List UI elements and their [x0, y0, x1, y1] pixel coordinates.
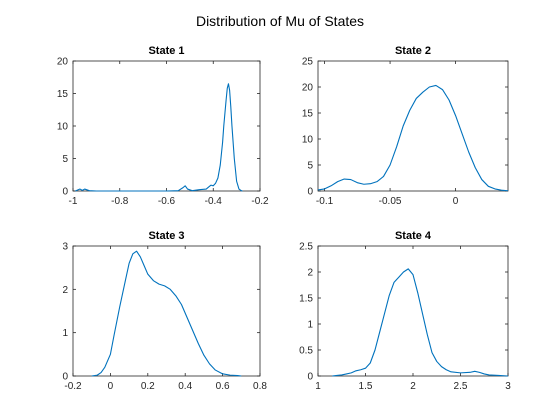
y-tick-label: 5: [62, 154, 68, 165]
y-tick-label: 5: [307, 161, 313, 172]
axes-box: [72, 60, 261, 192]
figure-title: Distribution of Mu of States: [196, 13, 364, 29]
y-tick-label: 10: [302, 135, 314, 146]
subplot-4: State 4 1 1.5 2 2.5 3 0 0.5 1 1.5 2 2.5: [299, 230, 511, 392]
x-tick-label: 2.5: [454, 381, 468, 392]
y-tick-label: 2: [307, 268, 313, 279]
density-curve: [91, 250, 242, 377]
x-tick-label: 0: [108, 381, 114, 392]
y-tick-label: 20: [57, 57, 69, 68]
subplot-1: State 1 -1 -0.8 -0.6 -0.4 -0.2 0 5 10 15 20: [57, 45, 269, 207]
x-tick-label: -0.8: [111, 196, 129, 207]
x-tick-label: -0.4: [205, 196, 223, 207]
x-tick-label: -0.05: [379, 196, 402, 207]
density-curve: [317, 84, 509, 192]
y-tick-label: 25: [302, 57, 314, 68]
subplot-2: State 2 -0.1 -0.05 0 0 5 10 15 20 25: [302, 45, 509, 207]
y-tick-label: 0: [307, 187, 313, 198]
y-tick-label: 2: [62, 285, 68, 296]
x-tick-label: 1: [315, 381, 321, 392]
subplot-title: State 4: [395, 230, 432, 242]
axes-box: [317, 60, 509, 192]
y-tick-label: 15: [57, 89, 69, 100]
y-tick-label: 10: [57, 122, 69, 133]
x-tick-label: -0.2: [251, 196, 269, 207]
density-curve: [332, 268, 509, 377]
x-tick-label: -0.6: [158, 196, 176, 207]
x-tick-label: -0.2: [64, 381, 82, 392]
y-tick-label: 15: [302, 109, 314, 120]
axes-box: [317, 245, 509, 377]
y-tick-label: 0: [62, 372, 68, 383]
y-tick-label: 0.5: [299, 346, 313, 357]
subplot-title: State 3: [148, 230, 184, 242]
x-tick-label: -0.1: [316, 196, 334, 207]
x-tick-label: 3: [505, 381, 511, 392]
x-tick-label: 0.6: [216, 381, 230, 392]
x-tick-label: 1.5: [359, 381, 373, 392]
subplot-title: State 2: [395, 45, 431, 57]
x-tick-label: 0.2: [141, 381, 155, 392]
y-tick-label: 1.5: [299, 294, 313, 305]
x-tick-label: 0.8: [253, 381, 267, 392]
y-tick-label: 1: [307, 320, 313, 331]
y-tick-label: 20: [302, 83, 314, 94]
y-tick-label: 1: [62, 328, 68, 339]
y-tick-label: 0: [62, 187, 68, 198]
x-tick-label: 0: [453, 196, 459, 207]
y-tick-label: 3: [62, 242, 68, 253]
x-tick-label: 0.4: [178, 381, 192, 392]
axes-box: [72, 245, 261, 377]
x-tick-label: 2: [410, 381, 416, 392]
y-tick-label: 2.5: [299, 242, 313, 253]
subplot-title: State 1: [148, 45, 184, 57]
x-tick-label: -1: [69, 196, 78, 207]
density-curve: [75, 83, 243, 192]
y-tick-label: 0: [307, 372, 313, 383]
